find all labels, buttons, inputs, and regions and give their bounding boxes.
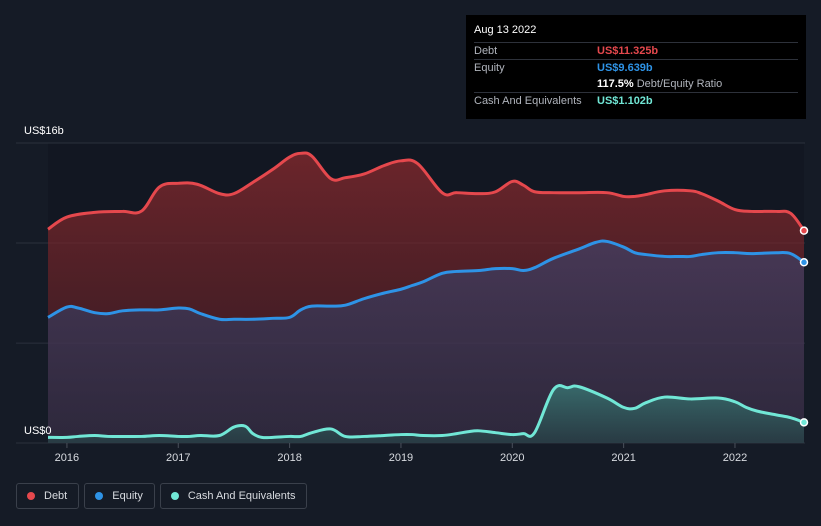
x-tick-label: 2019 xyxy=(389,452,413,464)
tooltip-label: Equity xyxy=(474,62,505,74)
tooltip-row-ratio: 117.5% Debt/Equity Ratio xyxy=(474,76,798,92)
area-equity xyxy=(48,241,804,443)
tooltip-ratio-caption: Debt/Equity Ratio xyxy=(636,78,723,90)
tooltip-label: Cash And Equivalents xyxy=(474,95,582,107)
line-cash-and-equivalents xyxy=(47,384,805,440)
x-tick-label: 2018 xyxy=(277,452,301,464)
tooltip-date: Aug 13 2022 xyxy=(474,24,537,36)
end-point-equity xyxy=(799,258,809,267)
x-axis-ticks: 2016 2017 2018 2019 2020 2021 2022 xyxy=(55,443,747,464)
chart-legend: Debt Equity Cash And Equivalents xyxy=(16,483,308,509)
legend-item-cash[interactable]: Cash And Equivalents xyxy=(159,483,308,509)
legend-label: Cash And Equivalents xyxy=(187,490,296,502)
hover-tooltip: Aug 13 2022 Debt US$11.325b Equity US$9.… xyxy=(466,15,806,119)
legend-item-equity[interactable]: Equity xyxy=(84,483,155,509)
x-tick-label: 2022 xyxy=(723,452,747,464)
line-equity xyxy=(47,239,805,322)
legend-item-debt[interactable]: Debt xyxy=(16,483,80,509)
legend-label: Debt xyxy=(44,490,68,502)
tooltip-label: Debt xyxy=(474,45,498,57)
area-cash-and-equivalents xyxy=(48,385,804,443)
series-lines xyxy=(47,151,806,440)
x-tick-label: 2016 xyxy=(55,452,79,464)
tooltip-label xyxy=(474,76,597,92)
tooltip-value-cash: US$1.102b xyxy=(597,95,653,107)
series-end-points xyxy=(799,226,809,427)
legend-dot-icon xyxy=(27,492,35,500)
x-tick-label: 2017 xyxy=(166,452,190,464)
tooltip-row-equity: Equity US$9.639b xyxy=(474,59,798,76)
y-axis-bottom-label: US$0 xyxy=(24,425,52,437)
legend-dot-icon xyxy=(170,492,179,500)
tooltip-value-ratio: 117.5% xyxy=(597,78,634,90)
legend-dot-icon xyxy=(95,492,104,500)
tooltip-value-debt: US$11.325b xyxy=(597,45,659,57)
end-point-cash-and-equivalents xyxy=(799,418,809,427)
x-tick-label: 2020 xyxy=(500,452,524,464)
x-tick-label: 2021 xyxy=(611,452,635,464)
line-debt xyxy=(47,151,806,232)
tooltip-value-equity: US$9.639b xyxy=(597,62,653,74)
tooltip-row-debt: Debt US$11.325b xyxy=(474,42,798,59)
end-point-debt xyxy=(799,226,809,235)
series-areas xyxy=(48,152,804,444)
tooltip-row-cash: Cash And Equivalents US$1.102b xyxy=(474,92,798,109)
legend-label: Equity xyxy=(112,490,143,502)
y-axis-top-label: US$16b xyxy=(24,125,64,137)
